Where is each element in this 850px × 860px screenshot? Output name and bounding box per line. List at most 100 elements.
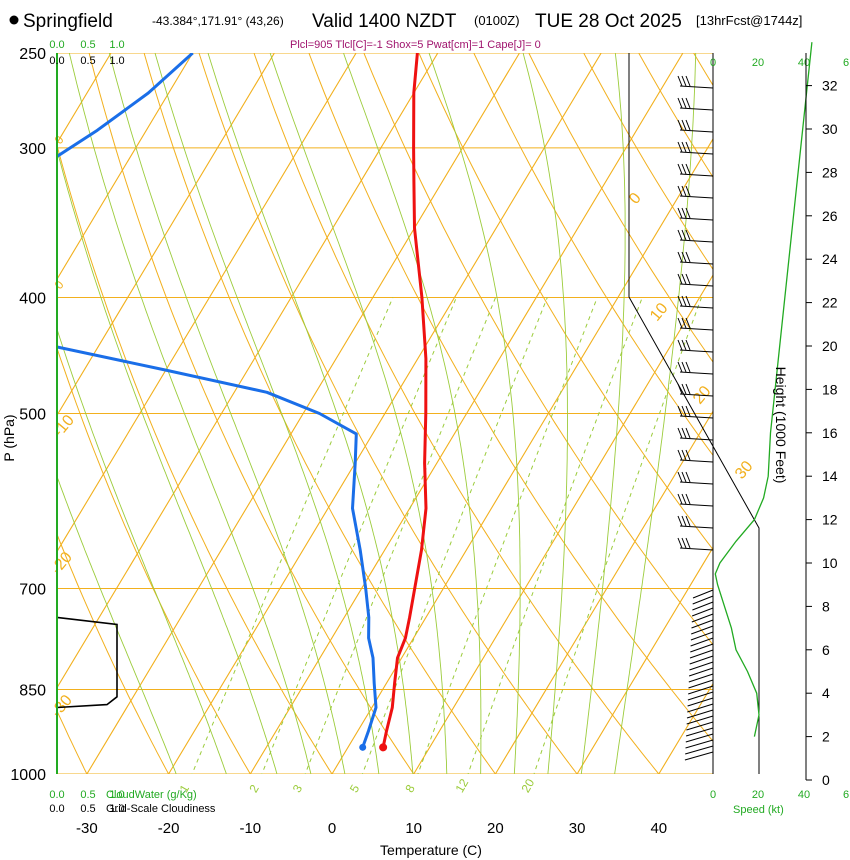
- bottom-cloudiness-tick: 1.0: [109, 803, 124, 815]
- wind-barb: [679, 481, 714, 485]
- station-coords: -43.384°,171.91° (43,26): [152, 14, 284, 28]
- speed-bottom-tick: 40: [798, 789, 810, 801]
- isotherm-label: -20: [48, 549, 76, 578]
- dry-adiabat: [528, 53, 713, 363]
- isotherm-line: [57, 53, 194, 281]
- wind-barb-flag: [681, 97, 687, 109]
- wind-barb: [679, 239, 714, 243]
- station-dot: [9, 15, 19, 25]
- moist-adiabat: [269, 53, 448, 774]
- utc-time: (0100Z): [474, 13, 520, 28]
- wind-barb: [688, 667, 714, 677]
- wind-barb-flag: [685, 207, 691, 219]
- wind-barb: [691, 613, 714, 623]
- dry-adiabat: [143, 53, 497, 774]
- wind-barb: [689, 649, 714, 659]
- mixing-ratio-line: [533, 297, 702, 774]
- wind-barb-flag: [677, 339, 683, 351]
- height-tick-label: 18: [822, 381, 838, 397]
- wind-barb-flag: [681, 537, 687, 549]
- wind-barb: [685, 739, 714, 749]
- dry-adiabat: [638, 53, 713, 179]
- dewpoint-line: [57, 345, 378, 748]
- mixing-ratio-line: [361, 297, 548, 774]
- mixing-ratio-line: [304, 297, 497, 774]
- wind-barb: [690, 631, 714, 641]
- wind-barb: [679, 371, 714, 375]
- top-cloudiness-tick: 0.0: [49, 55, 64, 67]
- moist-adiabat: [57, 148, 278, 774]
- wind-barb-flag: [681, 493, 687, 505]
- wind-barb-flag: [685, 317, 691, 329]
- wind-barb-flag: [681, 317, 687, 329]
- dry-adiabat: [308, 53, 713, 742]
- temperature-line: [381, 53, 428, 748]
- wind-barb-flag: [681, 119, 687, 131]
- dry-adiabat: [418, 53, 713, 551]
- valid-time: Valid 1400 NZDT: [312, 11, 457, 32]
- wind-barb-flag: [685, 361, 691, 373]
- height-tick-label: 22: [822, 295, 838, 311]
- wind-barb: [679, 415, 714, 419]
- wind-barb-flag: [681, 427, 687, 439]
- wind-barb: [691, 619, 714, 629]
- height-tick-label: 14: [822, 468, 838, 484]
- pressure-tick-label: 700: [19, 581, 46, 598]
- dry-adiabat: [57, 532, 170, 774]
- temperature-tick-label: 20: [487, 820, 504, 837]
- pressure-tick-label: 500: [19, 407, 46, 424]
- dry-adiabat: [583, 53, 713, 271]
- wind-barb-flag: [677, 97, 683, 109]
- bottom-cloudwater-tick: 0.5: [80, 789, 95, 801]
- mixing-ratio-label: 20: [518, 776, 537, 795]
- wind-barb-flag: [685, 273, 691, 285]
- dry-adiabat: [57, 143, 333, 774]
- isotherm-label: -10: [50, 412, 78, 441]
- wind-barb-flag: [685, 119, 691, 131]
- wind-barb: [685, 733, 714, 743]
- wind-barb-flag: [685, 537, 691, 549]
- isotherm-label: 10: [647, 300, 672, 325]
- wind-barb: [685, 727, 714, 737]
- mixing-ratio-line: [467, 297, 643, 774]
- wind-barb-flag: [677, 141, 683, 153]
- wind-barb-flag: [677, 449, 683, 461]
- wind-barb: [689, 655, 714, 665]
- wind-barb: [689, 661, 714, 671]
- dry-adiabat: [253, 53, 660, 774]
- wind-barb: [679, 173, 714, 177]
- height-tick-label: 2: [822, 729, 830, 745]
- speed-bottom-tick: 20: [752, 789, 764, 801]
- adiabat-label: 0: [52, 133, 67, 147]
- wind-barb-flag: [681, 405, 687, 417]
- wind-barb-flag: [677, 273, 683, 285]
- wind-barb-flag: [681, 251, 687, 263]
- top-cloudwater-tick: 1.0: [109, 39, 124, 51]
- mixing-ratio-label: 8: [402, 782, 418, 795]
- y-axis-title: P (hPa): [1, 414, 17, 461]
- height-axis-title: Height (1000 Feet): [773, 367, 789, 484]
- wind-barb-flag: [677, 75, 683, 87]
- bottom-cloudiness-tick: 0.0: [49, 803, 64, 815]
- dry-adiabat: [363, 53, 713, 646]
- wind-barb-flag: [681, 515, 687, 527]
- wind-barb: [687, 697, 714, 707]
- moist-adiabat: [428, 53, 521, 774]
- top-cloudiness-tick: 1.0: [109, 55, 124, 67]
- wind-barb: [691, 607, 714, 617]
- wind-barb: [687, 691, 714, 701]
- wind-barb-flag: [677, 207, 683, 219]
- pressure-tick-label: 1000: [10, 767, 46, 784]
- wind-barb-flag: [681, 207, 687, 219]
- cloudwater-axis-title: CloudWater (g/Kg): [106, 789, 197, 801]
- wind-barb: [679, 283, 714, 287]
- wind-barb: [679, 195, 714, 199]
- adiabat-label: 0: [52, 278, 67, 292]
- wind-barb-flag: [681, 449, 687, 461]
- wind-barb: [692, 595, 714, 605]
- wind-barb-flag: [681, 383, 687, 395]
- wind-barb: [690, 637, 714, 647]
